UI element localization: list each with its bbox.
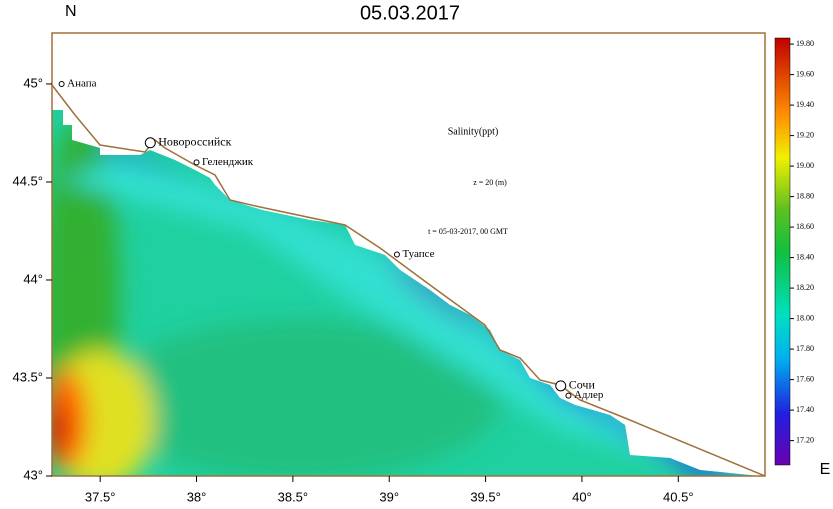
north-label: N bbox=[65, 3, 77, 20]
coastline bbox=[51, 84, 766, 477]
city-label: Сочи bbox=[569, 378, 596, 392]
city-marker bbox=[58, 80, 65, 87]
map-frame bbox=[51, 32, 766, 477]
colorbar-tick-label: 19.60 bbox=[796, 69, 814, 78]
colorbar-tick-label: 19.00 bbox=[796, 161, 814, 170]
colorbar-tick-label: 18.80 bbox=[796, 191, 814, 200]
colorbar bbox=[774, 37, 791, 466]
colorbar-tick-label: 17.40 bbox=[796, 405, 814, 414]
colorbar-tick-label: 19.20 bbox=[796, 130, 814, 139]
map-title: 05.03.2017 bbox=[360, 2, 460, 24]
city-marker bbox=[565, 392, 572, 399]
lat-tick-label: 44.5° bbox=[12, 173, 43, 188]
lat-tick-label: 43° bbox=[23, 467, 43, 482]
colorbar-tick-label: 18.20 bbox=[796, 283, 814, 292]
lat-tick-label: 44° bbox=[23, 271, 43, 286]
lon-tick-label: 37.5° bbox=[85, 489, 116, 504]
lon-tick-label: 39.5° bbox=[470, 489, 501, 504]
colorbar-tick-label: 17.80 bbox=[796, 344, 814, 353]
city-marker bbox=[393, 251, 400, 258]
colorbar-tick-label: 17.60 bbox=[796, 374, 814, 383]
lon-tick-label: 39° bbox=[379, 489, 399, 504]
colorbar-tick-label: 18.00 bbox=[796, 313, 814, 322]
colorbar-tick-label: 18.60 bbox=[796, 222, 814, 231]
colorbar-tick-label: 18.40 bbox=[796, 252, 814, 261]
city-marker bbox=[193, 159, 200, 166]
annotation: t = 05-03-2017, 00 GMT bbox=[428, 227, 508, 236]
city-label: Геленджик bbox=[202, 156, 254, 168]
lon-tick-label: 40.5° bbox=[663, 489, 694, 504]
city-label: Анапа bbox=[67, 77, 96, 89]
lon-tick-label: 40° bbox=[572, 489, 592, 504]
lon-tick-label: 38° bbox=[187, 489, 207, 504]
city-label: Туапсе bbox=[402, 248, 434, 260]
colorbar-tick-label: 19.40 bbox=[796, 100, 814, 109]
lat-tick-label: 45° bbox=[23, 75, 43, 90]
city-label: Новороссийск bbox=[158, 135, 231, 149]
lon-tick-label: 38.5° bbox=[278, 489, 309, 504]
city-marker bbox=[555, 380, 567, 392]
annotation: z = 20 (m) bbox=[473, 178, 507, 187]
annotation: Salinity(ppt) bbox=[448, 126, 499, 137]
city-label: Адлер bbox=[574, 389, 604, 401]
colorbar-tick-label: 17.20 bbox=[796, 435, 814, 444]
east-label: E bbox=[820, 461, 831, 478]
city-marker bbox=[144, 137, 156, 149]
lat-tick-label: 43.5° bbox=[12, 369, 43, 384]
colorbar-tick-label: 19.80 bbox=[796, 39, 814, 48]
